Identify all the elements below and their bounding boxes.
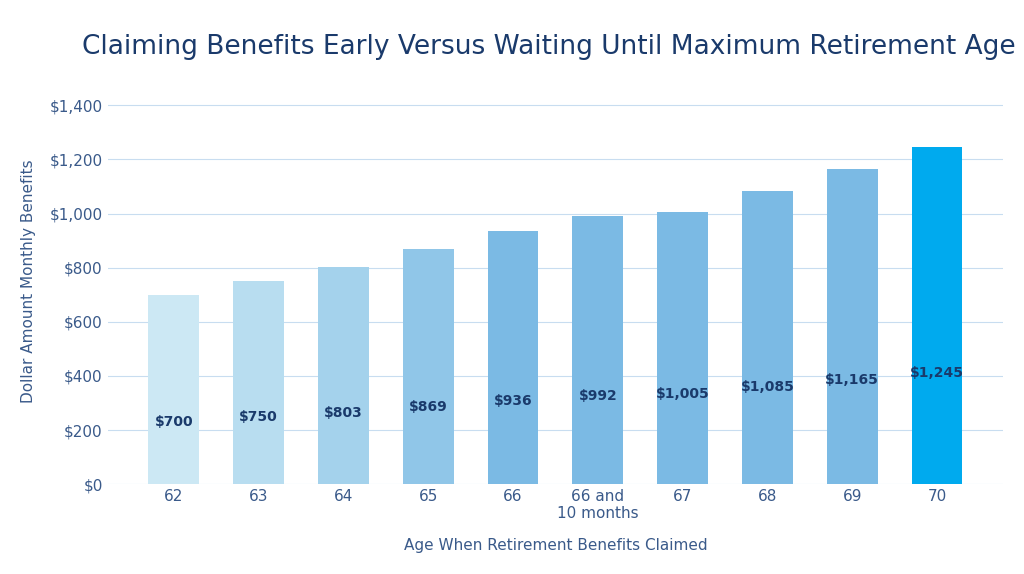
Text: $700: $700 (155, 414, 194, 429)
Bar (233, 281, 284, 484)
Text: $936: $936 (494, 394, 532, 408)
Text: $750: $750 (240, 410, 279, 424)
Text: $1,005: $1,005 (655, 387, 710, 401)
Text: Claiming Benefits Early Versus Waiting Until Maximum Retirement Age: Claiming Benefits Early Versus Waiting U… (82, 34, 1016, 60)
Bar (911, 148, 963, 484)
Bar (318, 267, 369, 484)
Bar (402, 249, 454, 484)
Text: $803: $803 (324, 405, 362, 420)
Text: $1,165: $1,165 (825, 373, 880, 387)
Bar (148, 295, 200, 484)
Bar (742, 191, 793, 484)
Bar (487, 231, 539, 484)
Text: $1,245: $1,245 (910, 366, 964, 380)
Text: $992: $992 (579, 389, 617, 402)
Bar (657, 212, 708, 484)
Bar (826, 169, 878, 484)
Bar (572, 216, 624, 484)
Text: $1,085: $1,085 (740, 381, 795, 394)
Text: $869: $869 (409, 400, 447, 414)
Y-axis label: Dollar Amount Monthly Benefits: Dollar Amount Monthly Benefits (20, 160, 36, 403)
X-axis label: Age When Retirement Benefits Claimed: Age When Retirement Benefits Claimed (403, 538, 708, 553)
